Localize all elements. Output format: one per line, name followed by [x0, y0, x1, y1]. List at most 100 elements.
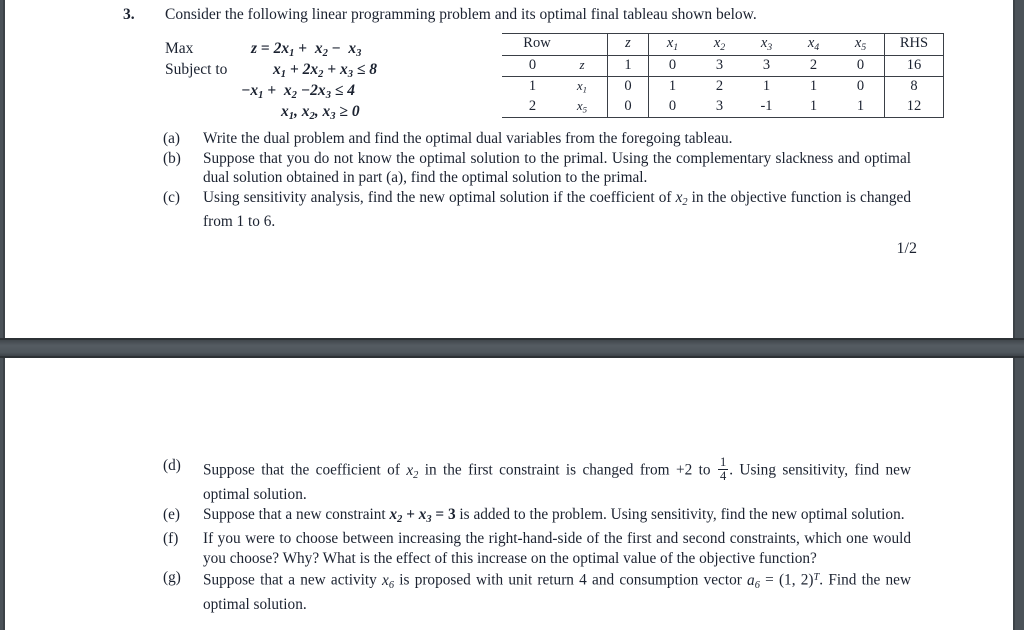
objective-term-3: x3	[348, 40, 362, 59]
part-e-seg-2: is added to the problem. Using sensitivi…	[455, 505, 905, 523]
nonnegativity-expr: x1, x2, x3 ≥ 0	[281, 103, 360, 122]
tableau-header-rhs: RHS	[884, 33, 944, 56]
tableau-cell-rhs: 16	[884, 55, 944, 77]
tableau-cell-z: 1	[607, 55, 649, 77]
lp-model: Max z = 2x1 + x2 − x3 Subject to x1 + 2x2 …	[165, 38, 377, 122]
tableau-header-x3: x3	[743, 33, 790, 56]
objective-term-2: x2	[314, 40, 328, 59]
nonnegativity-line: x1, x2, x3 ≥ 0	[165, 101, 377, 122]
tableau-cell-x4: 1	[809, 77, 818, 94]
part-g-transpose: T	[813, 572, 820, 584]
constraint-line-1: Subject to x1 + 2x2 + x3 ≤ 8	[165, 59, 377, 80]
part-g-seg-1: Suppose that a new activity	[203, 571, 383, 589]
document-page-2: (d) Suppose that the coefficient of x2 i…	[3, 358, 1015, 630]
part-d-seg-1: Suppose that the coefficient of	[203, 461, 407, 479]
objective-op-2: −	[331, 40, 341, 57]
tableau-header-x5: x5	[837, 33, 885, 56]
tableau-cell-x1: 0	[648, 55, 696, 77]
part-d-seg-3: . Using sensitivity, find new optimal so…	[203, 461, 912, 504]
tableau-row: 2 x5 0 0 3 -1 1 1 12	[502, 96, 944, 118]
tableau-cell-x3: 1	[762, 77, 771, 94]
tableau-cell-z: 0	[607, 76, 649, 97]
part-d: (d) Suppose that the coefficient of x2 i…	[163, 456, 911, 505]
part-e-letter: (e)	[163, 505, 180, 523]
tableau-header-basic	[563, 33, 608, 56]
part-f-text: If you were to choose between increasing…	[203, 530, 911, 567]
part-d-seg-2: in the first constraint is changed from …	[418, 461, 717, 479]
part-e-text: Suppose that a new constraint x2 + x3 = …	[203, 505, 911, 530]
tableau-cell-x2: 3	[696, 96, 743, 118]
tableau-cell-x2: 2	[715, 77, 724, 94]
part-c-letter: (c)	[163, 188, 180, 206]
tableau-table: Row z x1 x2 x3 x4 x5 RHS 0 z 1 0	[502, 33, 944, 118]
part-e-equation: x2 + x3 = 3	[389, 505, 456, 525]
part-c-text: Using sensitivity analysis, find the new…	[203, 188, 911, 232]
question-parts-page-1: (a) Write the dual problem and find the …	[163, 129, 911, 232]
tableau-header-row-label: Row	[502, 33, 563, 56]
objective-z: z	[251, 40, 258, 57]
part-d-letter: (d)	[163, 457, 181, 474]
tableau-row-basic: z	[563, 55, 608, 77]
tableau-row-index: 2	[502, 96, 563, 118]
part-b-letter: (b)	[163, 149, 181, 167]
tableau-row-basic: x5	[563, 96, 608, 118]
tableau-header-x2: x2	[696, 33, 743, 56]
question-prompt: Consider the following linear programmin…	[165, 6, 757, 23]
tableau-cell-x5: 1	[837, 96, 885, 118]
tableau-cell-rhs: 12	[884, 96, 944, 118]
part-c-text-after: in the objective function is changed fro…	[203, 188, 911, 231]
question-parts-page-2: (d) Suppose that the coefficient of x2 i…	[163, 456, 911, 615]
tableau-cell-x1: 0	[648, 96, 696, 118]
tableau-header-row: Row z x1 x2 x3 x4 x5 RHS	[502, 33, 944, 56]
question-heading: 3. Consider the following linear program…	[123, 5, 973, 25]
part-f-letter: (f)	[163, 530, 179, 548]
tableau-cell-x5: 0	[856, 77, 865, 94]
part-g: (g) Suppose that a new activity x6 is pr…	[163, 568, 911, 615]
part-b-text: Suppose that you do not know the optimal…	[203, 149, 911, 187]
tableau-header-z: z	[607, 33, 649, 56]
page-separator	[0, 338, 1024, 358]
page-separator-bottom-edge	[0, 356, 1024, 358]
part-c-variable: x2	[675, 188, 688, 208]
objective-equals: =	[260, 40, 270, 57]
part-e-seg-1: Suppose that a new constraint	[203, 505, 390, 523]
part-d-variable: x2	[406, 461, 419, 481]
part-g-letter: (g)	[163, 569, 181, 587]
part-c: (c) Using sensitivity analysis, find the…	[163, 188, 911, 232]
part-a-letter: (a)	[163, 130, 180, 147]
subject-to-label: Subject to	[165, 61, 228, 78]
constraint-line-2: −x1 + x2 −2x3 ≤ 4	[165, 80, 377, 101]
optimal-tableau: Row z x1 x2 x3 x4 x5 RHS 0 z 1 0	[502, 33, 944, 118]
objective-line: Max z = 2x1 + x2 − x3	[165, 38, 377, 59]
tableau-row-index: 1	[528, 77, 537, 94]
part-g-seg-3: = (1, 2)	[759, 571, 814, 589]
objective-label: Max	[165, 40, 194, 57]
question-number: 3.	[123, 6, 135, 23]
tableau-cell-x5: 0	[837, 55, 885, 77]
part-c-text-before: Using sensitivity analysis, find the new…	[203, 188, 676, 206]
tableau-cell-x1: 1	[668, 77, 677, 94]
fraction-denominator: 4	[719, 468, 727, 483]
part-a: (a) Write the dual problem and find the …	[163, 129, 911, 149]
tableau-header-x4: x4	[790, 33, 837, 56]
part-g-seg-2: is proposed with unit return 4 and consu…	[394, 571, 748, 589]
tableau-cell-x2: 3	[696, 55, 743, 77]
tableau-cell-x3: 3	[743, 55, 790, 77]
part-d-text: Suppose that the coefficient of x2 in th…	[203, 456, 911, 505]
tableau-row-index: 0	[502, 55, 563, 77]
tableau-cell-z: 0	[607, 96, 649, 118]
constraint-1-expr: x1 + 2x2 + x3 ≤ 8	[273, 61, 377, 80]
tableau-cell-x3: -1	[743, 96, 790, 118]
part-g-text: Suppose that a new activity x6 is propos…	[203, 568, 911, 615]
fraction-numerator: 1	[717, 455, 729, 470]
objective-term-1: 2x1	[273, 40, 295, 59]
constraint-2-expr: −x1 + x2 −2x3 ≤ 4	[241, 82, 355, 101]
tableau-row: 1 x1 0 1 2 1 1 0 8	[502, 76, 944, 97]
part-g-variable-x6: x6	[382, 571, 395, 591]
part-e: (e) Suppose that a new constraint x2 + x…	[163, 505, 911, 530]
part-b: (b) Suppose that you do not know the opt…	[163, 149, 911, 188]
tableau-row: 0 z 1 0 3 3 2 0 16	[502, 55, 944, 77]
document-page-1: 3. Consider the following linear program…	[3, 0, 1015, 338]
